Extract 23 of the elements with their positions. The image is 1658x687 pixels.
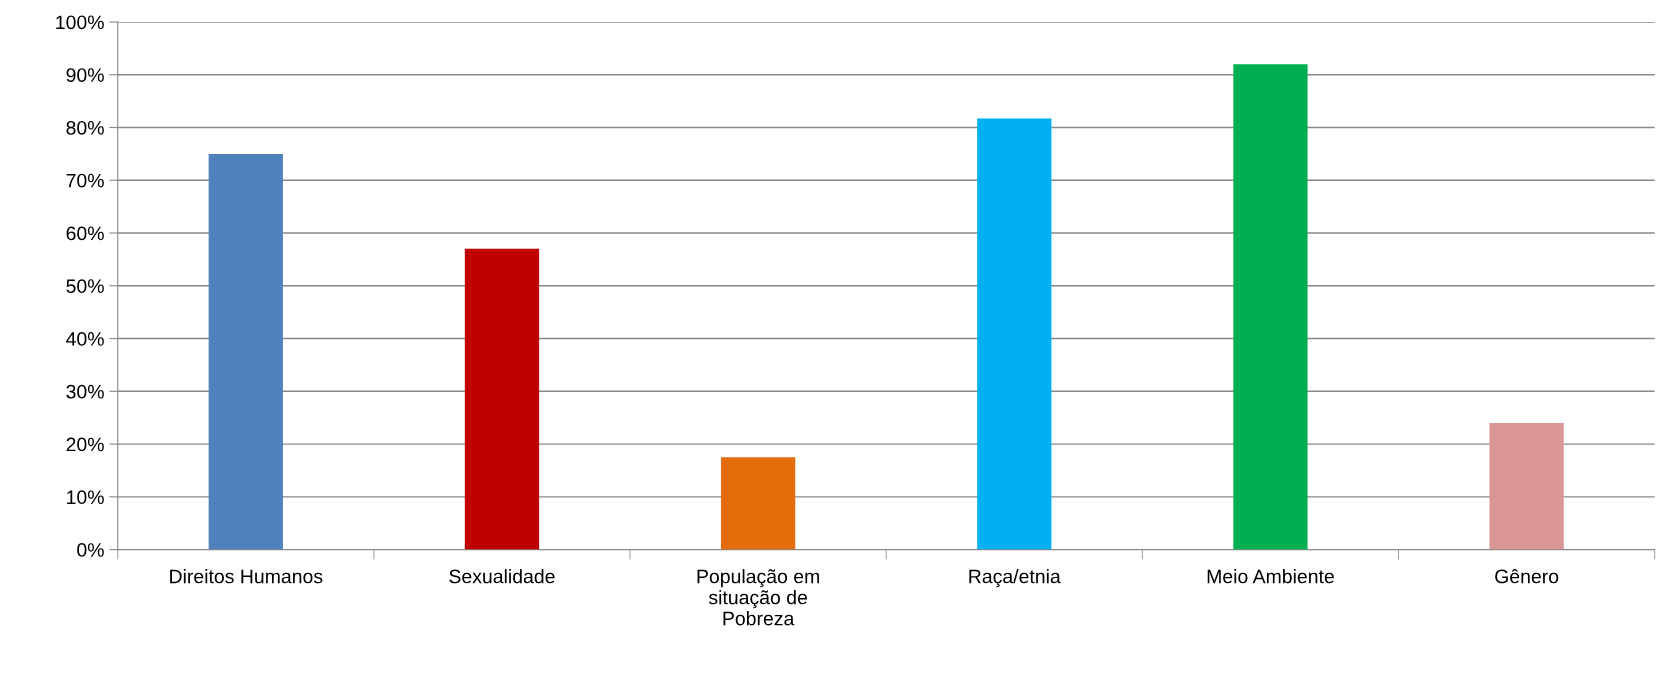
x-tick-label: Sexualidade <box>449 569 555 584</box>
bar <box>464 248 540 550</box>
y-tick-label: 70% <box>66 173 104 188</box>
bar <box>1489 422 1564 550</box>
x-tick-label: Meio Ambiente <box>1207 569 1334 584</box>
bar <box>977 118 1052 550</box>
y-tick-label: 20% <box>66 437 104 452</box>
y-tick-label: 30% <box>66 384 104 399</box>
bar <box>720 457 796 550</box>
x-tick-label: Direitos Humanos <box>170 569 323 584</box>
x-tick-label: Gênero <box>1495 568 1559 584</box>
y-tick-label: 0% <box>77 543 104 557</box>
y-tick-label: 100% <box>56 15 104 30</box>
x-tick-label: Raça/etnia <box>969 569 1061 588</box>
x-tick-label: População em situação de Pobreza <box>697 569 819 626</box>
y-tick-label: 50% <box>66 279 104 294</box>
y-tick-label: 90% <box>66 68 104 82</box>
y-tick-label: 40% <box>66 332 104 346</box>
bar <box>208 153 283 550</box>
y-tick-label: 10% <box>67 490 104 505</box>
bar <box>1233 64 1308 550</box>
y-tick-label: 60% <box>66 226 104 241</box>
y-tick-label: 80% <box>66 120 104 135</box>
